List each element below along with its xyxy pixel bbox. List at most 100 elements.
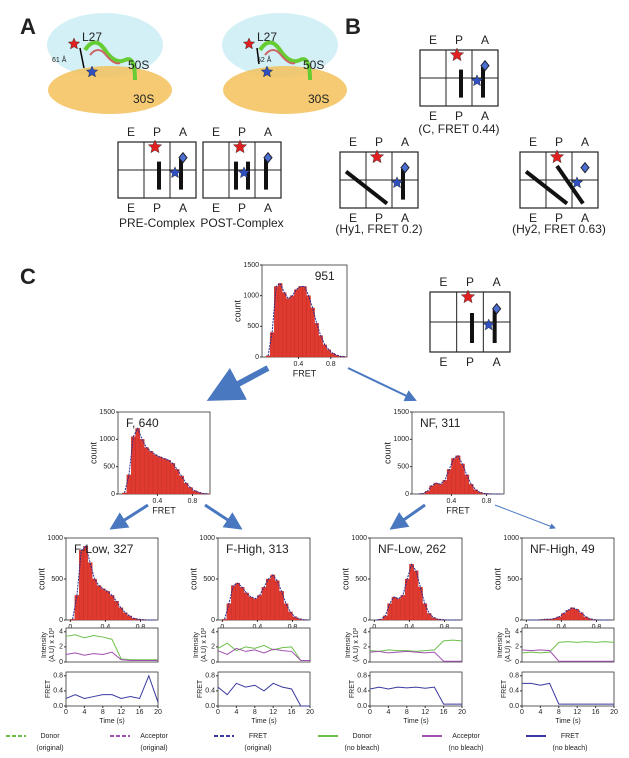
- y-tick-label: 1000: [243, 293, 259, 300]
- histogram-bar: [294, 289, 299, 358]
- y-tick-label: 0.4: [205, 688, 215, 695]
- site-label: A: [581, 211, 589, 225]
- legend-label: FRET: [249, 733, 268, 740]
- histogram-bar: [287, 611, 293, 621]
- y-tick-label: 4: [59, 629, 63, 636]
- y-tick-label: 0: [405, 491, 409, 498]
- site-label: E: [127, 201, 135, 215]
- diamond: [263, 151, 273, 164]
- panel-letter: C: [20, 264, 36, 289]
- star: [470, 74, 484, 87]
- legend-label: Acceptor: [140, 733, 168, 740]
- star: [147, 139, 163, 154]
- trace-frame: [217, 671, 311, 707]
- histogram-bar: [574, 609, 580, 621]
- y-tick-label: 0.0: [509, 703, 519, 710]
- y-axis-label: FRET: [501, 679, 508, 698]
- x-tick-label: 0.8: [592, 624, 602, 631]
- y-axis-label: count: [88, 441, 98, 464]
- x-tick-label: 16: [136, 709, 144, 716]
- fit-curve: [72, 545, 156, 621]
- y-tick-label: 500: [247, 323, 259, 330]
- acceptor-trace: [521, 649, 614, 662]
- y-tick-label: 0: [59, 617, 63, 624]
- l27-label: L27: [257, 30, 277, 44]
- star: [570, 176, 584, 189]
- x-axis-label: Time (s): [99, 718, 124, 725]
- plot-frame: [521, 537, 615, 621]
- histogram-bar: [334, 355, 340, 358]
- l27-label: L27: [82, 30, 102, 44]
- legend-label: FRET: [561, 733, 580, 740]
- y-tick-label: 500: [507, 576, 519, 583]
- star: [242, 37, 256, 50]
- fit-curve: [528, 607, 612, 621]
- histogram-bar: [460, 463, 465, 495]
- x-axis-label: Time (s): [403, 718, 428, 725]
- x-tick-label: 20: [306, 709, 314, 716]
- site-label: A: [401, 135, 409, 149]
- site-label: P: [375, 211, 383, 225]
- diamond: [178, 151, 188, 164]
- x-tick-label: 12: [269, 709, 277, 716]
- histogram-label: F-High, 313: [226, 542, 289, 556]
- x-tick-label: 0.8: [188, 498, 198, 505]
- diamond: [400, 161, 410, 174]
- y-tick-label: 4: [211, 629, 215, 636]
- x-tick-label: 0.8: [136, 624, 146, 631]
- histogram-bar: [310, 307, 315, 358]
- x-tick-label: 0.8: [326, 361, 336, 368]
- site-label: E: [212, 125, 220, 139]
- legend-note: (original): [244, 745, 271, 752]
- star: [549, 149, 565, 164]
- star: [449, 47, 465, 62]
- x-axis-label: FRET: [152, 505, 176, 515]
- site-label: P: [455, 109, 463, 123]
- x-tick-label: 0.4: [294, 361, 304, 368]
- site-label: P: [238, 125, 246, 139]
- y-tick-label: 1000: [393, 436, 409, 443]
- site-label: E: [529, 211, 537, 225]
- site-label: A: [179, 125, 187, 139]
- histogram-bar: [283, 603, 289, 621]
- histogram-label: NF, 311: [420, 416, 461, 430]
- y-tick-label: 0.8: [509, 673, 519, 680]
- site-label: E: [349, 135, 357, 149]
- histogram-bar: [70, 619, 75, 621]
- diagram-caption: PRE-Complex: [119, 216, 195, 230]
- distance-label: 61 Å: [52, 55, 67, 64]
- diamond: [480, 59, 490, 72]
- star: [237, 166, 251, 179]
- y-tick-label: 0: [211, 659, 215, 666]
- histogram-bar: [161, 458, 167, 495]
- x-tick-label: 12: [573, 709, 581, 716]
- fit-curve: [267, 282, 346, 358]
- histogram-bar: [139, 439, 145, 495]
- fit-curve: [418, 455, 502, 495]
- x-tick-label: 20: [458, 709, 466, 716]
- histogram-bar: [244, 592, 249, 621]
- trna: [344, 170, 389, 206]
- site-label: P: [375, 135, 383, 149]
- y-axis-label: FRET: [349, 679, 356, 698]
- y-tick-label: 2: [59, 644, 63, 651]
- star: [260, 65, 274, 78]
- y-axis-label: Intensity: [41, 631, 48, 658]
- histogram-bar: [396, 598, 401, 621]
- histogram-bar: [170, 463, 176, 495]
- flow-arrows: [109, 365, 556, 530]
- trace-frame: [369, 671, 463, 707]
- site-label: A: [481, 33, 489, 47]
- diagram-caption: (C, FRET 0.44): [418, 122, 499, 136]
- trace-frame: [65, 627, 159, 663]
- histogram-bar: [391, 596, 397, 621]
- y-tick-label: 0.8: [205, 673, 215, 680]
- x-tick-label: 16: [288, 709, 296, 716]
- site-label: E: [529, 135, 537, 149]
- star: [369, 149, 385, 164]
- y-tick-label: 2: [515, 644, 519, 651]
- histogram-bar: [274, 580, 280, 621]
- histogram-bar: [257, 595, 262, 621]
- donor-trace: [369, 639, 463, 652]
